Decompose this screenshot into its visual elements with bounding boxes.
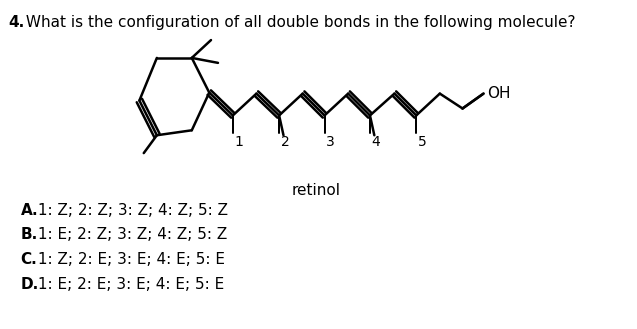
- Text: OH: OH: [487, 86, 510, 101]
- Text: B.: B.: [20, 227, 38, 242]
- Text: A.: A.: [20, 203, 38, 218]
- Text: 1: Z; 2: E; 3: E; 4: E; 5: E: 1: Z; 2: E; 3: E; 4: E; 5: E: [33, 252, 225, 267]
- Text: 4.: 4.: [8, 15, 25, 30]
- Text: retinol: retinol: [291, 183, 340, 198]
- Text: 2: 2: [281, 135, 290, 149]
- Text: 1: Z; 2: Z; 3: Z; 4: Z; 5: Z: 1: Z; 2: Z; 3: Z; 4: Z; 5: Z: [33, 203, 228, 218]
- Text: 3: 3: [326, 135, 335, 149]
- Text: 1: E; 2: Z; 3: Z; 4: Z; 5: Z: 1: E; 2: Z; 3: Z; 4: Z; 5: Z: [33, 227, 227, 242]
- Text: 4: 4: [372, 135, 380, 149]
- Text: 1: 1: [234, 135, 243, 149]
- Text: C.: C.: [20, 252, 38, 267]
- Text: 5: 5: [418, 135, 427, 149]
- Text: What is the configuration of all double bonds in the following molecule?: What is the configuration of all double …: [20, 15, 575, 30]
- Text: 1: E; 2: E; 3: E; 4: E; 5: E: 1: E; 2: E; 3: E; 4: E; 5: E: [33, 277, 224, 292]
- Text: D.: D.: [20, 277, 39, 292]
